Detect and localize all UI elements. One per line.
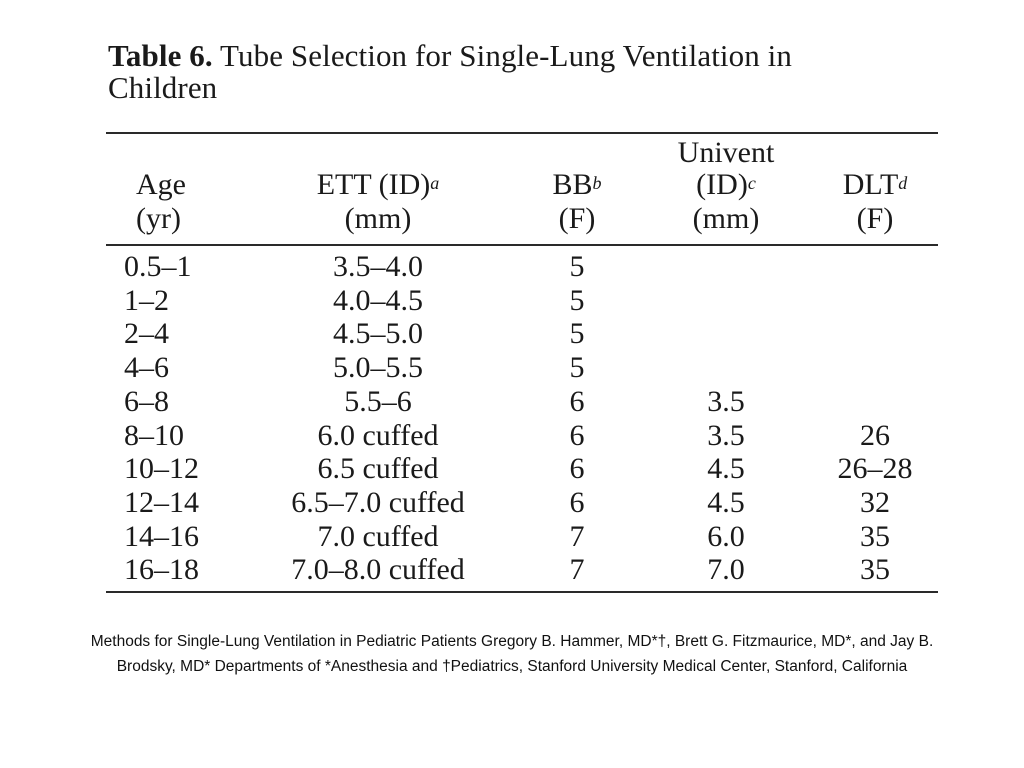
cell-dlt: [812, 246, 938, 284]
cell-age: 16–18: [124, 553, 199, 587]
header-dlt-unit: (F): [856, 202, 894, 235]
table-row: 1–2 4.0–4.5 5: [106, 284, 938, 318]
cell-dlt: 32: [860, 485, 890, 519]
footnote-marker-a: a: [430, 173, 440, 193]
cell-age: 1–2: [124, 283, 169, 317]
cell-dlt: 35: [860, 553, 890, 587]
table-row: 2–4 4.5–5.0 5: [106, 317, 938, 351]
cell-ett: 5.0–5.5: [333, 351, 423, 385]
table-row: 14–16 7.0 cuffed 7 6.0 35: [106, 520, 938, 554]
cell-age: 8–10: [124, 418, 184, 452]
cell-age: 6–8: [124, 384, 169, 418]
header-age-unit: (yr): [136, 202, 181, 235]
header-bb-line1: BBb: [552, 168, 602, 201]
table-row: 4–6 5.0–5.5 5: [106, 351, 938, 385]
cell-ett: 7.0–8.0 cuffed: [291, 553, 465, 587]
tube-selection-table: Univent Age ETT (ID)a BBb (ID)c DLTd (yr…: [106, 134, 938, 587]
cell-dlt: 35: [860, 519, 890, 553]
cell-bb: 6: [569, 384, 585, 418]
header-bb-unit: (F): [558, 202, 596, 235]
header-univent-unit: (mm): [692, 202, 760, 235]
cell-dlt: [812, 351, 938, 385]
cell-univent: [640, 246, 812, 284]
cell-dlt: 26: [860, 418, 890, 452]
table-bottom-rule: [106, 591, 938, 594]
footnote-marker-d: d: [898, 173, 908, 193]
cell-ett: 4.0–4.5: [333, 283, 423, 317]
table-header: Univent Age ETT (ID)a BBb (ID)c DLTd (yr…: [106, 134, 938, 247]
cell-bb: 6: [569, 418, 585, 452]
cell-univent: 6.0: [707, 519, 745, 553]
cell-bb: 5: [569, 351, 585, 385]
cell-univent: 3.5: [707, 384, 745, 418]
table-row: 10–12 6.5 cuffed 6 4.5 26–28: [106, 452, 938, 486]
header-univent-line2: (ID)c: [696, 168, 756, 201]
cell-dlt: [812, 385, 938, 419]
header-univent-line1: Univent: [677, 136, 775, 169]
footnote-marker-c: c: [747, 173, 756, 193]
cell-ett: 4.5–5.0: [333, 317, 423, 351]
table-title-line1: Tube Selection for Single-Lung Ventilati…: [220, 38, 792, 73]
cell-age: 0.5–1: [124, 250, 192, 283]
cell-age: 10–12: [124, 452, 199, 486]
table-row: 0.5–1 3.5–4.0 5: [106, 246, 938, 284]
cell-age: 4–6: [124, 351, 169, 385]
cell-univent: 3.5: [707, 418, 745, 452]
cell-univent: [640, 351, 812, 385]
cell-ett: 6.5 cuffed: [317, 452, 439, 486]
cell-bb: 6: [569, 485, 585, 519]
cell-age: 14–16: [124, 519, 199, 553]
table-figure: Table 6. Tube Selection for Single-Lung …: [106, 40, 938, 594]
cell-dlt: [812, 284, 938, 318]
table-row: 12–14 6.5–7.0 cuffed 6 4.5 32: [106, 486, 938, 520]
cell-univent: 4.5: [707, 452, 745, 486]
table-title-line2: Children: [108, 70, 218, 105]
cell-ett: 5.5–6: [344, 384, 412, 418]
cell-age: 12–14: [124, 485, 199, 519]
cell-dlt: [812, 317, 938, 351]
cell-bb: 6: [569, 452, 585, 486]
cell-univent: 7.0: [707, 553, 745, 587]
cell-ett: 3.5–4.0: [333, 250, 423, 283]
cell-dlt: 26–28: [837, 452, 913, 486]
cell-bb: 5: [569, 250, 585, 283]
table-top-rule: [106, 132, 938, 134]
cell-univent: 4.5: [707, 485, 745, 519]
cell-univent: [640, 284, 812, 318]
cell-univent: [640, 317, 812, 351]
table-caption: Table 6. Tube Selection for Single-Lung …: [106, 40, 938, 104]
header-ett-unit: (mm): [344, 202, 412, 235]
table-body: 0.5–1 3.5–4.0 5 1–2 4.0–4.5 5 2–4 4.5–5.0 5 4–6 5.…: [106, 246, 938, 587]
cell-bb: 5: [569, 317, 585, 351]
cell-ett: 6.5–7.0 cuffed: [291, 485, 465, 519]
header-age-line1: Age: [136, 168, 186, 201]
cell-ett: 7.0 cuffed: [317, 519, 439, 553]
table-row: 6–8 5.5–6 6 3.5: [106, 385, 938, 419]
cell-bb: 7: [569, 553, 585, 587]
table-row: 8–10 6.0 cuffed 6 3.5 26: [106, 419, 938, 453]
header-dlt-line1: DLTd: [842, 168, 908, 201]
cell-age: 2–4: [124, 317, 169, 351]
source-citation: Methods for Single-Lung Ventilation in P…: [90, 633, 934, 675]
table-label: Table 6.: [108, 38, 213, 73]
footnote-marker-b: b: [592, 173, 602, 193]
cell-ett: 6.0 cuffed: [317, 418, 439, 452]
table-row: 16–18 7.0–8.0 cuffed 7 7.0 35: [106, 553, 938, 587]
cell-bb: 5: [569, 283, 585, 317]
header-ett-line1: ETT (ID)a: [316, 168, 440, 201]
cell-bb: 7: [569, 519, 585, 553]
